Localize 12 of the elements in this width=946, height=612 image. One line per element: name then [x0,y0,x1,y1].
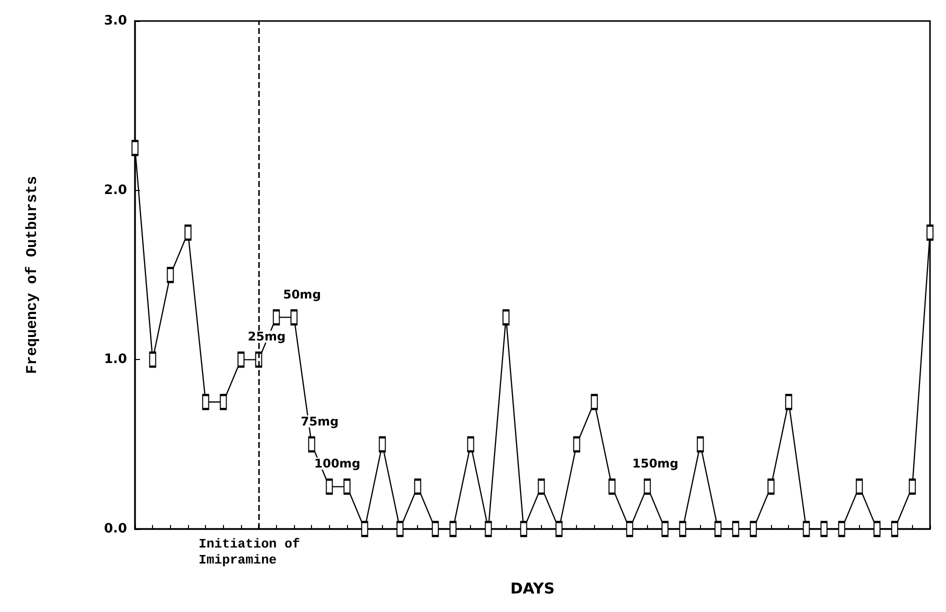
y-tick-label: 0.0 [104,522,127,536]
y-tick-label: 1.0 [104,352,127,368]
annotation: 75mg [300,414,339,428]
x-axis-title: DAYS [510,580,555,598]
y-tick-label: 2.0 [104,182,127,198]
annotation: 50mg [283,287,321,302]
text: Initiation of Imipramine [198,536,300,568]
annotation: 150mg [632,456,678,471]
annotation: 100mg [314,456,360,471]
y-axis-title: Frequency of Outbursts [24,176,41,374]
annotation: 25mg [248,330,286,344]
y-tick-label: 3.0 [104,14,127,28]
